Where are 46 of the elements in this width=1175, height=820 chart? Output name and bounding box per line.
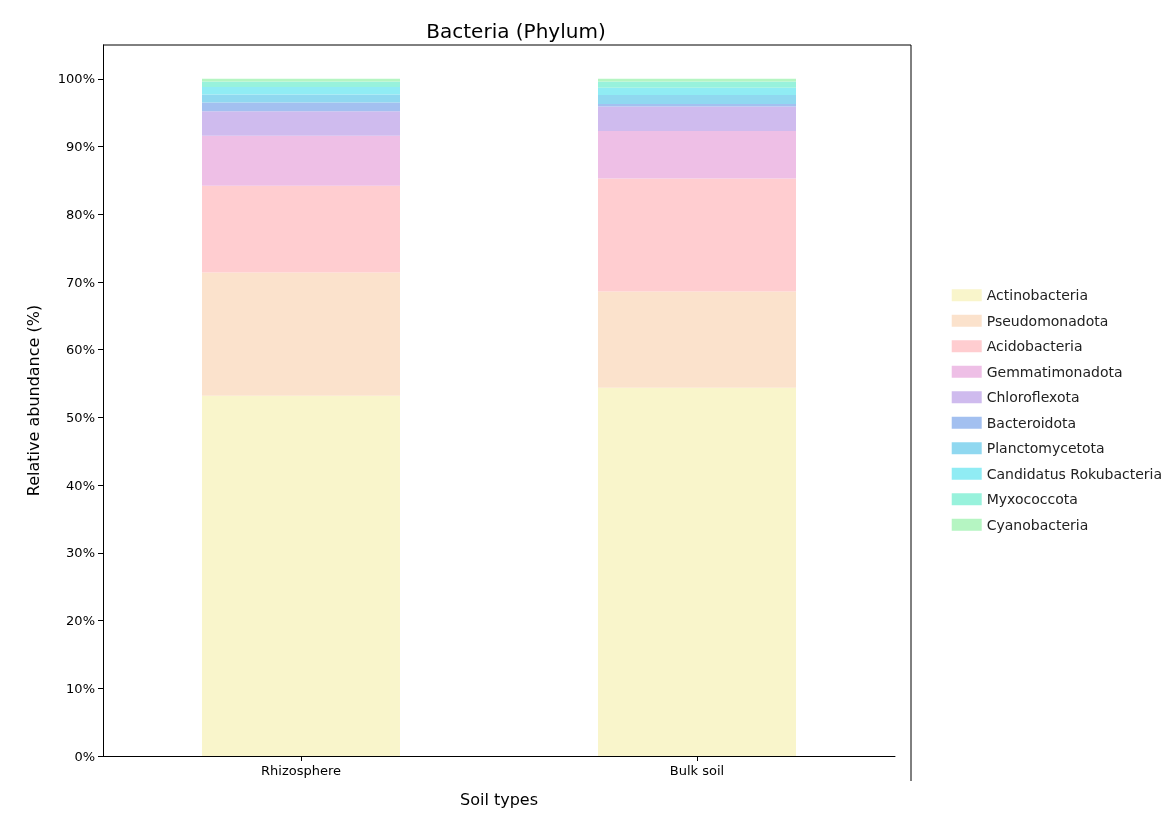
bar <box>598 131 796 179</box>
bar <box>202 185 400 273</box>
y-tick-label: 20% <box>66 613 95 629</box>
legend-label: Candidatus Rokubacteria <box>986 465 1162 482</box>
bar <box>598 103 796 107</box>
bar <box>202 111 400 136</box>
legend-label: Actinobacteria <box>986 287 1089 304</box>
x-axis-title: Soil types <box>460 789 538 809</box>
legend-label: Myxococcota <box>986 491 1078 508</box>
bar <box>202 81 400 87</box>
y-tick-label: 0% <box>74 748 95 764</box>
bar <box>202 78 400 82</box>
legend-label: Gemmatimonadota <box>986 363 1123 380</box>
y-tick-label: 80% <box>66 206 95 222</box>
y-tick-label: 100% <box>57 71 95 87</box>
bar <box>598 95 796 104</box>
bar <box>598 291 796 388</box>
bar <box>598 87 796 96</box>
legend-label: Bacteroidota <box>986 414 1077 431</box>
bar <box>598 78 796 82</box>
legend-label: Cyanobacteria <box>986 516 1089 533</box>
bar <box>598 178 796 292</box>
legend-label: Planctomycetota <box>986 440 1105 457</box>
legend-label: Chloroflexota <box>986 389 1080 406</box>
bar <box>202 94 400 103</box>
bar <box>598 106 796 131</box>
y-tick-label: 10% <box>66 680 95 696</box>
chart-title: Bacteria (Phylum) <box>426 19 606 43</box>
y-tick-label: 40% <box>66 477 95 493</box>
bar <box>202 135 400 186</box>
x-tick-label: Bulk soil <box>669 763 725 778</box>
legend-label: Acidobacteria <box>986 338 1083 355</box>
legend-label: Pseudomonadota <box>986 312 1109 329</box>
bar <box>202 272 400 396</box>
x-tick-label: Rhizosphere <box>261 763 341 778</box>
y-axis-title: Relative abundance (%) <box>23 304 43 497</box>
y-tick-label: 60% <box>66 342 95 358</box>
y-tick-label: 30% <box>66 545 95 561</box>
bar <box>598 81 796 88</box>
y-tick-label: 90% <box>66 139 95 155</box>
bar <box>202 86 400 95</box>
bar <box>202 102 400 112</box>
y-tick-label: 50% <box>66 409 95 425</box>
y-tick-label: 70% <box>66 274 95 290</box>
bar <box>202 395 400 756</box>
bar <box>598 387 796 756</box>
